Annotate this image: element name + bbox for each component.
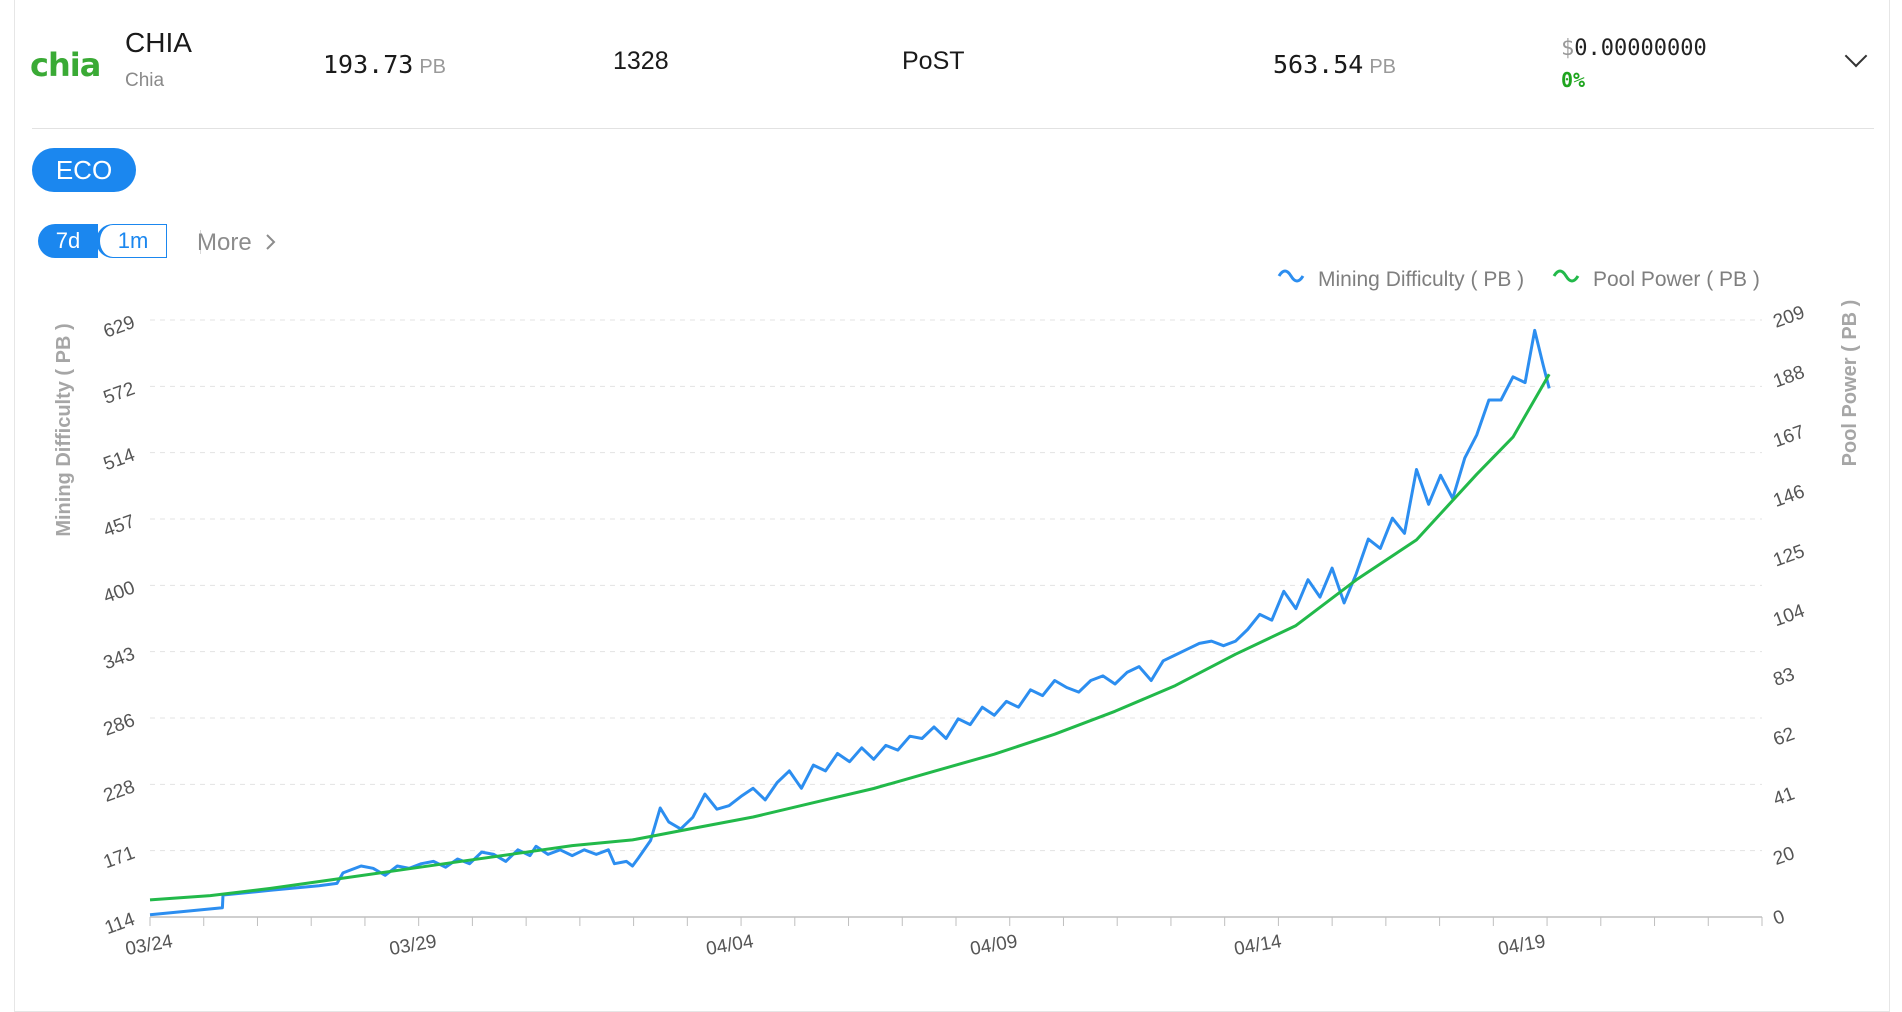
eco-button[interactable]: ECO [32, 148, 136, 192]
coin-card [14, 0, 1890, 1012]
x-tick-label: 04/04 [705, 931, 756, 960]
pool-power-value: 193.73 [323, 50, 414, 79]
y-right-tick: 83 [1771, 664, 1798, 691]
legend-item-difficulty[interactable]: Mining Difficulty ( PB ) [1277, 268, 1524, 291]
y-left-tick: 286 [101, 710, 138, 741]
y-right-tick: 62 [1771, 724, 1798, 751]
block-height-stat: 1328 [613, 47, 669, 75]
series-lines [149, 328, 1551, 917]
legend-label-pool-power: Pool Power ( PB ) [1593, 268, 1760, 291]
range-1m-button[interactable]: 1m [96, 224, 167, 258]
x-tick-label: 04/09 [969, 931, 1019, 960]
y-right-axis-label: Pool Power ( PB ) [1839, 300, 1861, 467]
price-change: 0% [1561, 68, 1586, 92]
chia-logo: chia [30, 46, 101, 84]
x-tick-label: 04/14 [1233, 931, 1284, 960]
more-label: More [197, 229, 252, 256]
y-right-tick: 146 [1771, 481, 1808, 512]
pool-power-stat: 193.73 PB [323, 50, 446, 79]
coin-subname: Chia [125, 70, 165, 91]
y-right-tick: 104 [1771, 600, 1808, 631]
legend: Mining Difficulty ( PB ) Pool Power ( PB… [1277, 268, 1760, 291]
chevron-right-icon [266, 234, 276, 250]
axes: 114 171 228 286 343 400 457 514 572 629 0 20 41 62 83 1… [101, 302, 1808, 960]
y-left-tick: 228 [101, 776, 138, 807]
price-stat: $0.00000000 [1561, 36, 1707, 61]
difficulty-line [149, 328, 1551, 917]
price-currency: $ [1561, 36, 1575, 61]
more-link[interactable]: More [197, 229, 278, 257]
legend-label-difficulty: Mining Difficulty ( PB ) [1318, 268, 1524, 291]
difficulty-unit: PB [1369, 56, 1396, 78]
range-divider [200, 230, 201, 254]
header-divider [32, 128, 1874, 129]
y-left-tick: 629 [101, 312, 138, 343]
x-tick-label: 04/19 [1497, 931, 1547, 960]
difficulty-legend-icon [1277, 269, 1305, 283]
difficulty-stat: 563.54 PB [1273, 50, 1396, 79]
grid [150, 319, 1762, 852]
pool-power-line [149, 373, 1551, 902]
y-left-tick: 514 [101, 444, 138, 475]
y-right-tick: 125 [1771, 541, 1808, 572]
y-left-tick: 457 [101, 511, 138, 542]
legend-item-pool-power[interactable]: Pool Power ( PB ) [1552, 268, 1760, 291]
y-left-tick: 343 [101, 644, 138, 675]
x-tick-label: 03/24 [124, 931, 175, 960]
x-tick-label: 03/29 [388, 931, 438, 960]
algorithm-stat: PoST [902, 47, 965, 75]
price-value: 0.00000000 [1574, 36, 1707, 61]
y-left-tick: 400 [101, 577, 138, 608]
y-left-tick: 572 [101, 378, 138, 409]
pool-power-unit: PB [419, 56, 446, 78]
coin-name: CHIA [125, 27, 192, 58]
range-7d-button[interactable]: 7d [38, 224, 98, 258]
y-left-tick: 114 [102, 909, 138, 939]
y-right-tick: 188 [1771, 362, 1808, 393]
y-right-tick: 20 [1771, 843, 1798, 870]
y-left-axis-label: Mining Difficulty ( PB ) [53, 323, 75, 536]
y-right-tick: 167 [1771, 422, 1808, 453]
pool-power-legend-icon [1552, 269, 1580, 283]
y-left-tick: 171 [101, 843, 138, 874]
y-right-tick: 41 [1771, 783, 1798, 810]
difficulty-value: 563.54 [1273, 50, 1364, 79]
y-right-tick: 209 [1771, 302, 1808, 333]
y-right-tick: 0 [1771, 906, 1788, 929]
